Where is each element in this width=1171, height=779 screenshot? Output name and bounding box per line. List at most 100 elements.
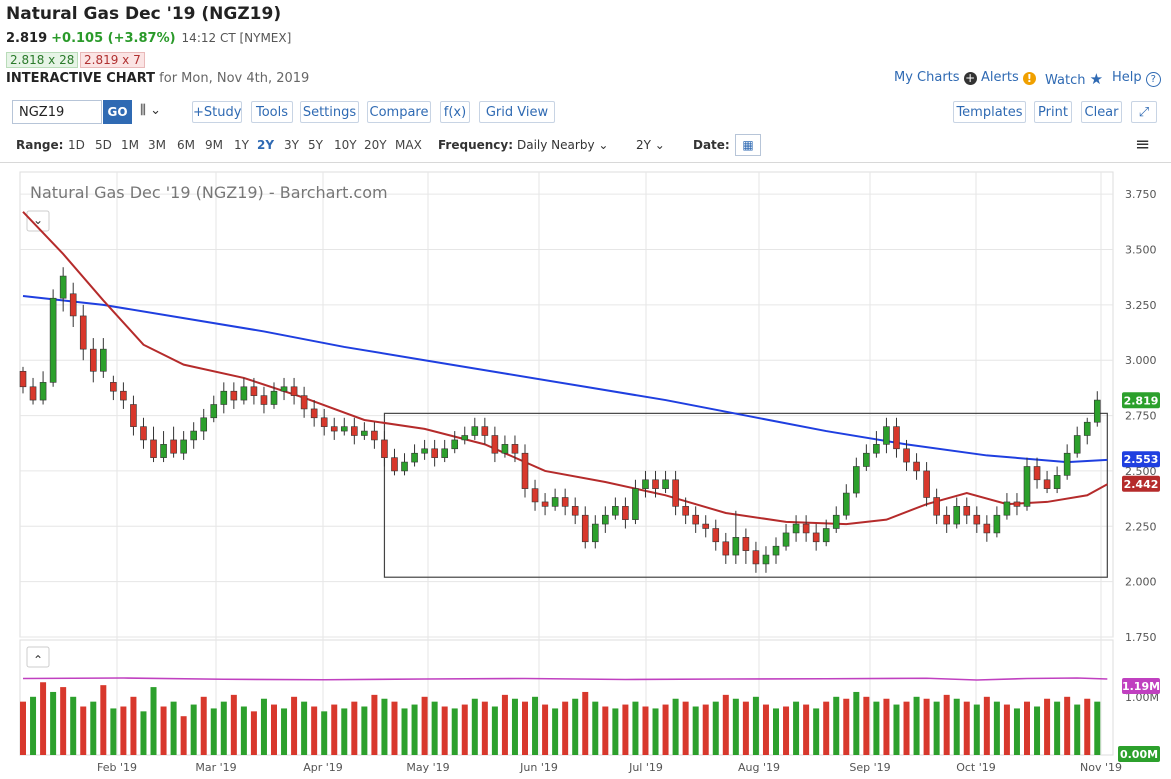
print-button[interactable]: Print (1034, 101, 1072, 123)
candle-body (632, 488, 639, 520)
grid-view-button[interactable]: Grid View (479, 101, 555, 123)
candle-body (742, 537, 750, 551)
volume-bar (311, 706, 318, 755)
range-option-1d[interactable]: 1D (68, 138, 85, 152)
study-button[interactable]: +Study (192, 101, 242, 123)
help-link[interactable]: Help ? (1112, 70, 1161, 87)
candle-body (1093, 399, 1101, 423)
volume-zero-tag: 0.00M (1120, 748, 1158, 761)
expand-icon[interactable]: ⤢ (1131, 101, 1157, 123)
volume-bar (160, 706, 167, 755)
volume-bar (120, 706, 127, 755)
fx-button[interactable]: f(x) (440, 101, 470, 123)
candle-body (1073, 435, 1081, 454)
range-option-2y[interactable]: 2Y (257, 138, 275, 152)
ma-blue-tag-bg (1122, 451, 1160, 468)
range-option-10y[interactable]: 10Y (334, 138, 357, 152)
candle-body (591, 523, 599, 543)
range-option-9m[interactable]: 9M (205, 138, 223, 152)
candle-body (682, 506, 689, 516)
volume-bar (260, 698, 267, 755)
volume-bar (712, 701, 719, 755)
volume-bar (501, 694, 508, 755)
volume-bar (803, 704, 810, 755)
collapse-button (26, 210, 50, 232)
candle-body (401, 461, 408, 472)
volume-bar (993, 701, 1000, 755)
candle-body (310, 408, 318, 419)
candle-body (612, 506, 619, 516)
range-option-6m[interactable]: 6M (177, 138, 195, 152)
volume-bar (170, 701, 177, 755)
candle-body (200, 417, 208, 432)
volume-bar (562, 701, 569, 755)
range-option-20y[interactable]: 20Y (364, 138, 387, 152)
range-option-3y[interactable]: 3Y (284, 138, 299, 152)
volume-bar (532, 696, 539, 755)
candle-body (471, 426, 479, 436)
alerts-link[interactable]: Alerts ! (981, 70, 1036, 85)
candle-body (361, 430, 368, 436)
candle-body (1023, 466, 1031, 507)
volume-bar (271, 704, 277, 755)
chevron-down-icon: ⌄ (150, 103, 162, 118)
compare-button[interactable]: Compare (367, 101, 431, 123)
volume-bar (963, 701, 970, 755)
candle-body (1003, 501, 1011, 516)
candle-body (842, 492, 850, 516)
range-option-3m[interactable]: 3M (148, 138, 166, 152)
y-tick-label: 1.750 (1125, 631, 1157, 644)
calendar-icon[interactable]: ▦ (735, 134, 761, 156)
volume-axis-label: 1.00M (1125, 691, 1159, 704)
volume-bar (331, 704, 338, 755)
volume-bar (140, 711, 147, 755)
last-price-tag-bg (1122, 392, 1160, 409)
range-option-5d[interactable]: 5D (95, 138, 112, 152)
volume-bar (341, 708, 348, 755)
volume-bar (873, 701, 880, 755)
volume-bar (461, 704, 468, 755)
templates-button[interactable]: Templates (953, 101, 1026, 123)
volume-bar (421, 696, 428, 755)
tools-button[interactable]: Tools (251, 101, 293, 123)
volume-bar (702, 704, 709, 755)
candle-body (39, 382, 47, 401)
range-option-1y[interactable]: 1Y (234, 138, 249, 152)
candle-body (953, 506, 961, 525)
my-charts-link[interactable]: My Charts + (894, 70, 977, 85)
volume-bar (321, 711, 328, 755)
volume-bar (682, 701, 689, 755)
x-tick-label: Mar '19 (195, 761, 236, 774)
volume-bar (953, 698, 960, 755)
chart-type-dropdown[interactable]: ⫼ ⌄ (140, 103, 161, 118)
settings-button[interactable]: Settings (300, 101, 359, 123)
frequency-dropdown[interactable]: Daily Nearby ⌄ (517, 138, 608, 152)
range-option-max[interactable]: MAX (395, 138, 422, 152)
ma-blue-tag: 2.553 (1124, 453, 1159, 466)
volume-bar (552, 708, 559, 755)
candle-body (551, 497, 559, 507)
period-dropdown[interactable]: 2Y ⌄ (636, 138, 665, 152)
candle-body (642, 479, 649, 489)
symbol-input[interactable]: NGZ19 (12, 100, 102, 124)
candle-body (381, 439, 388, 458)
candle-body (873, 444, 880, 454)
volume-avg-tag: 1.19M (1122, 680, 1160, 693)
candle-body (782, 532, 790, 547)
go-button[interactable]: GO (103, 100, 132, 124)
clear-button[interactable]: Clear (1081, 101, 1122, 123)
candle-body (100, 348, 107, 372)
y-tick-label: 3.750 (1125, 188, 1157, 201)
candle-body (853, 466, 860, 494)
range-option-5y[interactable]: 5Y (308, 138, 323, 152)
watch-link[interactable]: Watch ★ (1045, 70, 1103, 88)
volume-zero-tag-bg (1118, 746, 1160, 762)
volume-bar (441, 706, 448, 755)
candle-body (802, 523, 810, 534)
range-option-1m[interactable]: 1M (121, 138, 139, 152)
date-label: Date: (693, 138, 730, 152)
candle-body (943, 514, 950, 525)
volume-bar (431, 701, 438, 755)
menu-icon[interactable]: ≡ (1135, 134, 1151, 155)
